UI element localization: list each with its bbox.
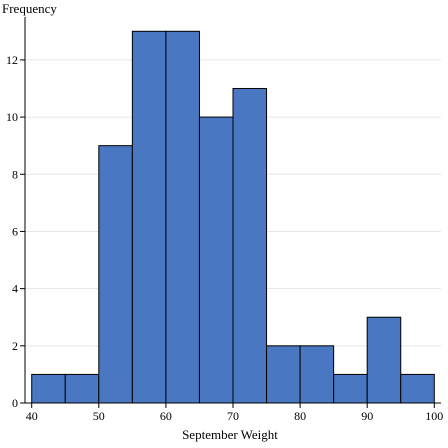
x-tick-label-3: 70: [227, 409, 239, 423]
x-tick-label-1: 50: [93, 409, 105, 423]
y-tick-label-4: 8: [12, 167, 18, 181]
histogram-bar-11: [400, 373, 435, 404]
histogram-bar-0: [31, 373, 66, 404]
histogram-bar-2: [98, 145, 133, 404]
y-tick-label-5: 10: [6, 110, 18, 124]
y-tick-label-6: 12: [6, 53, 18, 67]
x-tick-label-0: 40: [26, 409, 38, 423]
histogram-bar-4: [165, 30, 200, 404]
histogram-bar-5: [198, 116, 234, 404]
histogram-bar-7: [266, 345, 301, 404]
x-tick-label-2: 60: [160, 409, 172, 423]
histogram-bars: [31, 30, 435, 404]
y-tick-label-2: 4: [12, 282, 18, 296]
y-tick-label-0: 0: [12, 396, 18, 410]
x-tick-label-5: 90: [361, 409, 373, 423]
y-axis-ticks: 0 2 4 6 8 10 12: [6, 53, 25, 410]
histogram-bar-6: [232, 87, 268, 404]
x-tick-label-4: 80: [294, 409, 306, 423]
histogram-bar-3: [131, 30, 167, 404]
histogram-bar-10: [366, 316, 402, 404]
histogram-bar-8: [299, 345, 335, 404]
histogram-bar-1: [64, 373, 100, 404]
x-tick-label-6: 100: [425, 409, 443, 423]
x-axis-title: September Weight: [182, 427, 278, 442]
y-axis-title: Frequency: [2, 1, 57, 16]
y-tick-label-1: 2: [12, 339, 18, 353]
histogram-bar-9: [333, 373, 368, 404]
x-axis-ticks: 40 50 60 70 80 90 100: [26, 403, 443, 423]
y-tick-label-3: 6: [12, 224, 18, 238]
